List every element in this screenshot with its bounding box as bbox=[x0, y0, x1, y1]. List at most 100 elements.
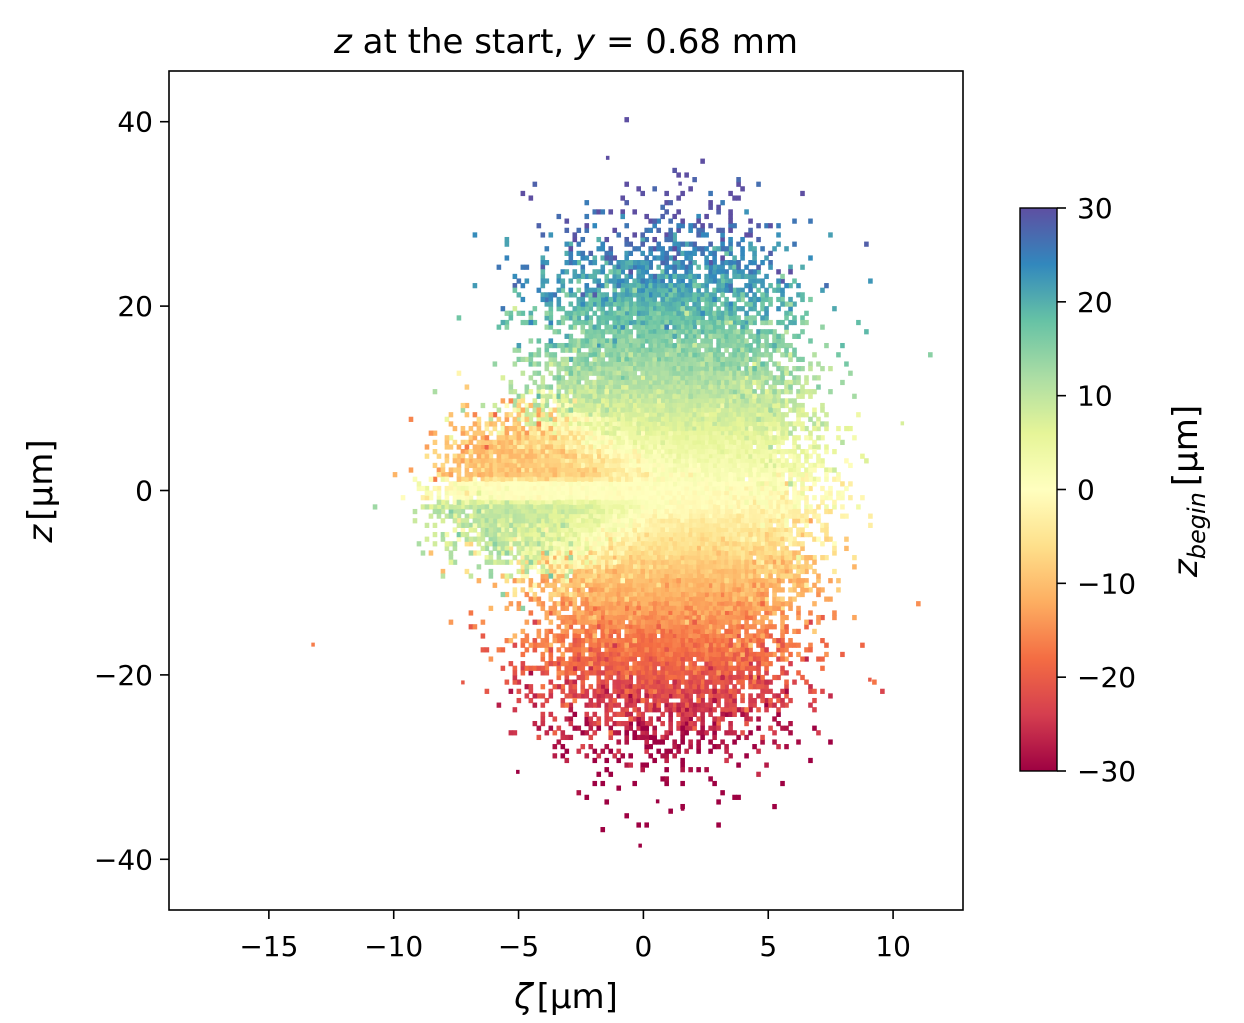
heatmap-cell bbox=[632, 366, 638, 372]
heatmap-cell bbox=[772, 601, 777, 607]
heatmap-cell bbox=[672, 366, 677, 372]
heatmap-cell bbox=[512, 578, 518, 584]
heatmap-cell bbox=[720, 661, 725, 667]
heatmap-cell bbox=[616, 301, 622, 307]
heatmap-cell bbox=[540, 527, 546, 533]
heatmap-cell bbox=[520, 536, 526, 542]
heatmap-cell bbox=[604, 638, 610, 644]
heatmap-cell bbox=[752, 370, 757, 376]
heatmap-cell bbox=[752, 301, 757, 307]
heatmap-cell bbox=[768, 458, 773, 464]
heatmap-cell bbox=[664, 550, 669, 556]
heatmap-cell bbox=[720, 476, 725, 482]
heatmap-cell bbox=[600, 555, 606, 561]
heatmap-cell bbox=[648, 329, 653, 335]
heatmap-cell bbox=[712, 730, 717, 736]
heatmap-cell bbox=[704, 661, 709, 667]
heatmap-cell bbox=[792, 449, 797, 455]
heatmap-cell bbox=[612, 661, 618, 667]
heatmap-cell bbox=[588, 324, 594, 330]
heatmap-cell bbox=[732, 568, 737, 575]
heatmap-cell bbox=[544, 559, 550, 565]
heatmap-cell bbox=[684, 366, 689, 372]
heatmap-cell bbox=[588, 407, 594, 413]
heatmap-cell bbox=[652, 661, 657, 667]
heatmap-cell bbox=[620, 481, 626, 487]
heatmap-cell bbox=[632, 338, 638, 344]
heatmap-cell bbox=[520, 568, 526, 575]
heatmap-cell bbox=[740, 527, 745, 533]
heatmap-cell bbox=[764, 573, 769, 579]
heatmap-cell bbox=[528, 472, 534, 478]
heatmap-cell bbox=[612, 416, 618, 422]
heatmap-cell bbox=[680, 472, 685, 478]
heatmap-cell bbox=[700, 610, 705, 616]
heatmap-cell bbox=[780, 366, 785, 372]
heatmap-cell bbox=[832, 306, 837, 312]
heatmap-cell bbox=[688, 591, 693, 598]
heatmap-cell bbox=[664, 444, 669, 450]
heatmap-cell bbox=[600, 435, 606, 441]
heatmap-cell bbox=[584, 227, 590, 233]
heatmap-cell bbox=[844, 361, 849, 367]
heatmap-cell bbox=[676, 306, 681, 312]
heatmap-cell bbox=[800, 568, 805, 575]
heatmap-cell bbox=[772, 490, 777, 496]
heatmap-cell bbox=[588, 555, 594, 561]
heatmap-cell bbox=[772, 555, 777, 561]
heatmap-cell bbox=[760, 564, 765, 570]
heatmap-cell bbox=[520, 412, 526, 418]
heatmap-cell bbox=[720, 421, 725, 427]
heatmap-cell bbox=[556, 329, 562, 335]
heatmap-cell bbox=[752, 347, 757, 353]
heatmap-cell bbox=[756, 347, 761, 353]
heatmap-cell bbox=[544, 665, 550, 671]
heatmap-cell bbox=[628, 310, 634, 316]
heatmap-cell bbox=[716, 430, 721, 436]
heatmap-cell bbox=[616, 651, 622, 658]
heatmap-cell bbox=[508, 527, 514, 533]
heatmap-cell bbox=[776, 425, 781, 432]
heatmap-cell bbox=[744, 591, 749, 598]
heatmap-cell bbox=[552, 522, 558, 528]
heatmap-cell bbox=[712, 481, 717, 487]
heatmap-cell bbox=[572, 518, 578, 524]
heatmap-cell bbox=[824, 531, 829, 538]
heatmap-cell bbox=[776, 485, 781, 492]
heatmap-cell bbox=[656, 550, 661, 556]
heatmap-cell bbox=[588, 656, 594, 662]
heatmap-cell bbox=[584, 421, 590, 427]
heatmap-cell bbox=[564, 458, 570, 464]
heatmap-cell bbox=[608, 352, 614, 358]
heatmap-cell bbox=[700, 329, 705, 335]
heatmap-cell bbox=[728, 361, 733, 367]
heatmap-cell bbox=[716, 610, 721, 616]
heatmap-cell bbox=[512, 407, 518, 413]
heatmap-cell bbox=[664, 407, 669, 413]
heatmap-cell bbox=[708, 550, 713, 556]
heatmap-cell bbox=[616, 472, 622, 478]
heatmap-cell bbox=[576, 458, 582, 464]
heatmap-cell bbox=[640, 453, 645, 459]
heatmap-cell bbox=[808, 389, 813, 395]
heatmap-cell bbox=[568, 596, 574, 602]
heatmap-cell bbox=[716, 467, 721, 473]
heatmap-cell bbox=[632, 361, 638, 367]
heatmap-cell bbox=[552, 458, 558, 464]
heatmap-cell bbox=[628, 458, 634, 464]
heatmap-cell bbox=[652, 559, 657, 565]
heatmap-cell bbox=[536, 338, 542, 344]
heatmap-cell bbox=[832, 614, 837, 621]
heatmap-cell bbox=[588, 449, 594, 455]
heatmap-cell bbox=[664, 402, 669, 409]
heatmap-cell bbox=[656, 518, 661, 524]
heatmap-cell bbox=[616, 628, 622, 635]
heatmap-cell bbox=[676, 550, 681, 556]
heatmap-cell bbox=[616, 310, 622, 316]
heatmap-cell bbox=[776, 522, 781, 528]
heatmap-cell bbox=[572, 711, 578, 717]
heatmap-cell bbox=[584, 342, 590, 349]
heatmap-cell bbox=[580, 393, 586, 399]
heatmap-cell bbox=[744, 356, 749, 363]
heatmap-cell bbox=[756, 670, 761, 676]
